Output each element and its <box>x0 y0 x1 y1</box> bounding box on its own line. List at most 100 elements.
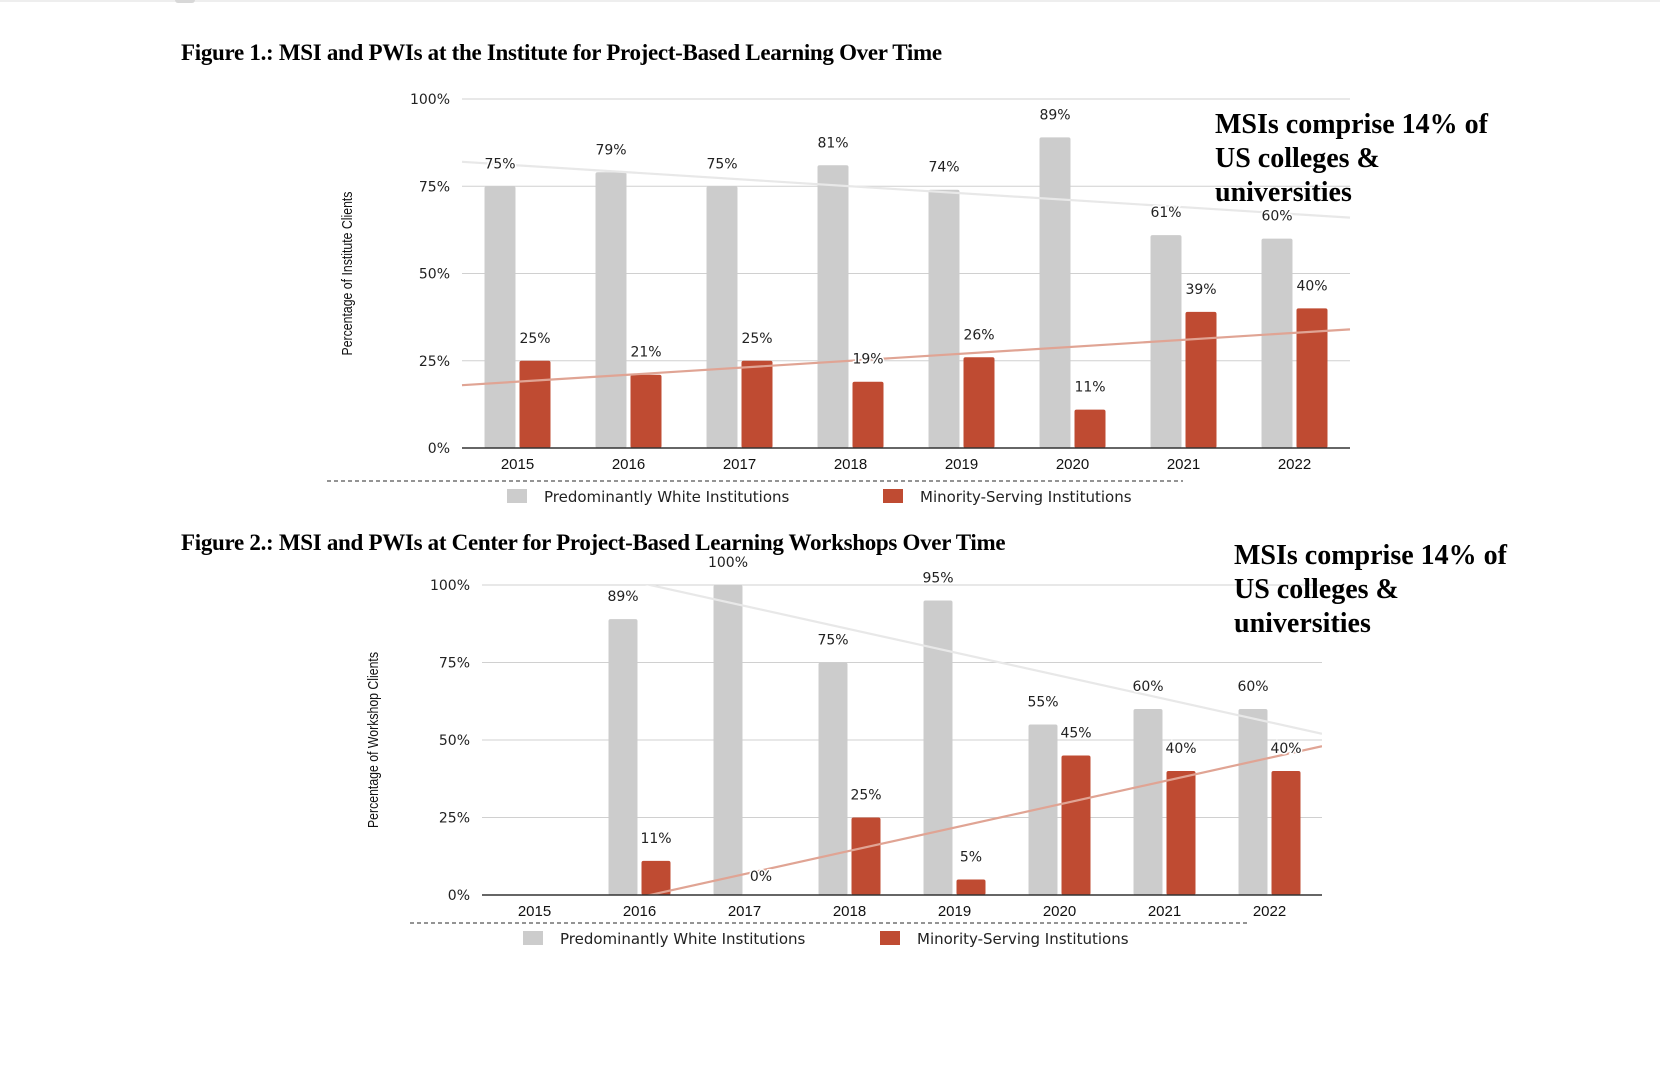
x-tick-label: 2017 <box>728 903 761 920</box>
data-label-msi: 40% <box>1165 741 1196 757</box>
data-label-pwi: 61% <box>1150 205 1181 221</box>
y-tick-label: 0% <box>428 441 450 457</box>
data-label-msi: 45% <box>1060 726 1091 742</box>
data-label-msi: 25% <box>519 331 550 347</box>
trendline-pwi <box>644 585 1322 735</box>
bar-msi <box>1061 755 1091 895</box>
figure1-annotation: MSIs comprise 14% of US colleges & unive… <box>1215 108 1488 210</box>
x-tick-label: 2017 <box>723 456 756 473</box>
bar-pwi <box>923 600 953 895</box>
legend-swatch-pwi <box>507 489 527 503</box>
bar-msi <box>956 879 986 895</box>
x-tick-label: 2018 <box>833 903 866 920</box>
data-label-pwi: 60% <box>1261 209 1292 225</box>
figure2-chart: 0% 25% 50% 75% 100% Percentage of Workshop Cl… <box>365 554 1322 948</box>
data-label-pwi: 89% <box>1039 107 1070 123</box>
y-tick-label: 0% <box>448 888 470 904</box>
x-tick-label: 2018 <box>834 456 867 473</box>
y-axis-title: Percentage of Institute Clients <box>339 191 355 355</box>
legend-swatch-pwi <box>523 931 543 945</box>
y-tick-label: 100% <box>430 578 470 594</box>
x-tick-label: 2016 <box>623 903 656 920</box>
data-label-pwi: 60% <box>1237 679 1268 695</box>
y-axis-title: Percentage of Workshop Clients <box>365 652 381 828</box>
x-tick-label: 2020 <box>1056 456 1089 473</box>
bar-msi <box>1271 771 1301 895</box>
legend-swatch-msi <box>880 931 900 945</box>
data-label-pwi: 60% <box>1132 679 1163 695</box>
bar-msi <box>1185 311 1217 448</box>
trendline-msi <box>461 328 1351 387</box>
bar-pwi <box>706 186 738 448</box>
annotation-line: MSIs comprise 14% of <box>1215 109 1488 140</box>
bar-msi <box>1074 409 1106 448</box>
legend-label-msi: Minority-Serving Institutions <box>917 930 1129 948</box>
y-tick-label: 50% <box>439 733 470 749</box>
bar-pwi <box>1261 238 1293 448</box>
data-label-msi: 19% <box>852 352 883 368</box>
bar-msi <box>641 860 671 895</box>
top-tab-handle <box>175 0 195 3</box>
data-label-pwi: 75% <box>817 633 848 649</box>
data-label-msi: 25% <box>741 331 772 347</box>
annotation-line: universities <box>1215 177 1352 208</box>
data-label-pwi: 55% <box>1027 695 1058 711</box>
data-label-msi: 0% <box>750 869 772 885</box>
trendline-msi <box>644 745 1322 895</box>
data-label-pwi: 100% <box>708 555 748 571</box>
y-tick-label: 75% <box>439 656 470 672</box>
data-label-pwi: 75% <box>484 156 515 172</box>
bar-pwi <box>818 662 848 895</box>
x-tick-label: 2016 <box>612 456 645 473</box>
y-tick-label: 25% <box>439 811 470 827</box>
data-label-pwi: 89% <box>607 589 638 605</box>
annotation-line: US colleges & <box>1234 574 1399 605</box>
x-tick-label: 2020 <box>1043 903 1076 920</box>
x-tick-label: 2015 <box>501 456 534 473</box>
bar-msi <box>519 360 551 448</box>
data-label-msi: 11% <box>640 831 671 847</box>
x-tick-label: 2022 <box>1278 456 1311 473</box>
bar-pwi <box>928 189 960 449</box>
y-tick-label: 100% <box>410 92 450 108</box>
legend-label-msi: Minority-Serving Institutions <box>920 488 1132 506</box>
bar-pwi <box>1238 709 1268 895</box>
data-label-msi: 39% <box>1185 282 1216 298</box>
bar-msi <box>963 357 995 448</box>
bar-pwi <box>1039 137 1071 448</box>
bar-pwi <box>608 619 638 895</box>
bar-pwi <box>713 585 743 895</box>
bar-pwi <box>1028 724 1058 895</box>
annotation-line: US colleges & <box>1215 143 1380 174</box>
bar-msi <box>852 381 884 448</box>
annotation-line: MSIs comprise 14% of <box>1234 540 1507 571</box>
data-label-pwi: 79% <box>595 142 626 158</box>
legend-swatch-msi <box>883 489 903 503</box>
figure1-title: Figure 1.: MSI and PWIs at the Institute… <box>181 40 942 65</box>
x-tick-label: 2022 <box>1253 903 1286 920</box>
data-label-msi: 25% <box>850 788 881 804</box>
x-tick-label: 2021 <box>1167 456 1200 473</box>
y-tick-label: 75% <box>419 179 450 195</box>
data-label-msi: 40% <box>1296 278 1327 294</box>
bar-msi <box>630 374 662 448</box>
data-label-pwi: 95% <box>922 571 953 587</box>
legend-label-pwi: Predominantly White Institutions <box>544 488 790 506</box>
bar-pwi <box>817 165 849 448</box>
data-label-msi: 21% <box>630 345 661 361</box>
bar-pwi <box>595 172 627 449</box>
top-border <box>0 0 1660 2</box>
legend-label-pwi: Predominantly White Institutions <box>560 930 806 948</box>
x-tick-label: 2015 <box>518 903 551 920</box>
bar-pwi <box>1133 709 1163 895</box>
data-label-msi: 26% <box>963 327 994 343</box>
figure2-title: Figure 2.: MSI and PWIs at Center for Pr… <box>181 530 1006 555</box>
y-tick-label: 25% <box>419 354 450 370</box>
data-label-pwi: 74% <box>928 160 959 176</box>
bar-msi <box>851 817 881 895</box>
figure2-annotation: MSIs comprise 14% of US colleges & unive… <box>1234 539 1507 641</box>
annotation-line: universities <box>1234 608 1371 639</box>
bar-msi <box>741 360 773 448</box>
bar-msi <box>1166 771 1196 895</box>
x-tick-label: 2019 <box>945 456 978 473</box>
